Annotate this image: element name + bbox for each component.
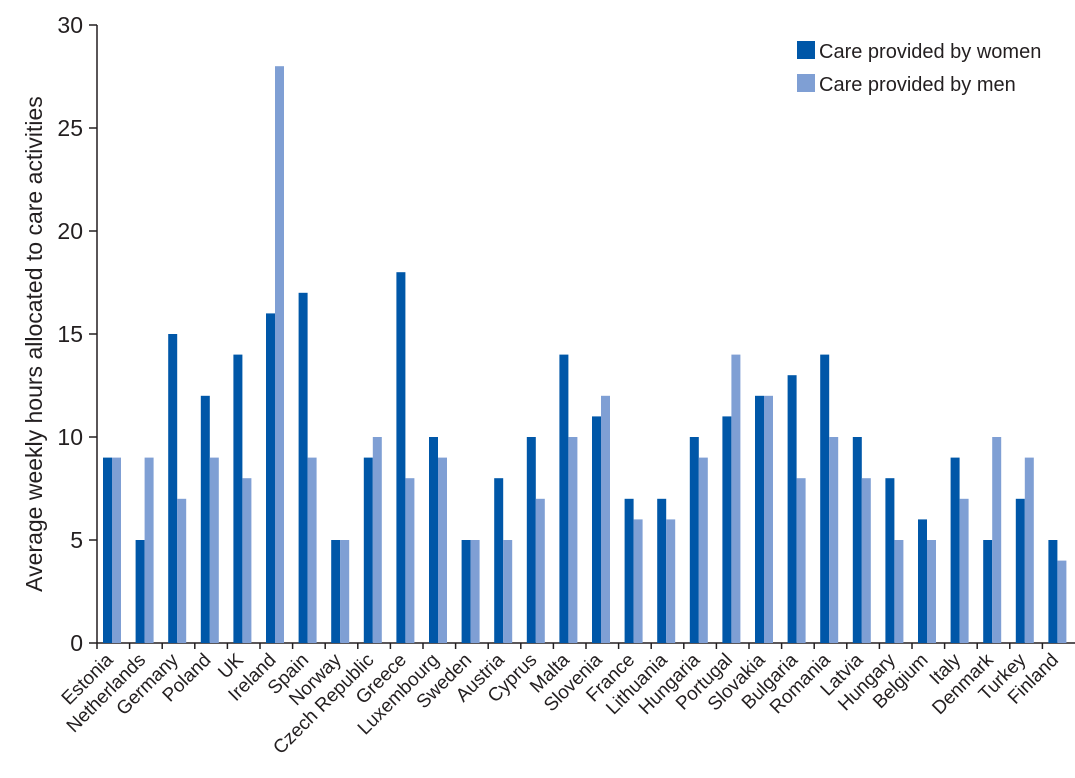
bar-women bbox=[885, 478, 895, 643]
bar-women bbox=[1015, 498, 1025, 643]
bar-women bbox=[526, 437, 536, 643]
bar-men bbox=[666, 519, 676, 643]
legend-label-men: Care provided by men bbox=[819, 74, 1016, 96]
bar-men bbox=[503, 540, 513, 643]
bar-women bbox=[200, 395, 210, 643]
bar-men bbox=[698, 457, 708, 643]
y-tick-label: 20 bbox=[57, 218, 83, 244]
bar-men bbox=[731, 354, 741, 643]
bar-women bbox=[429, 437, 438, 643]
bar-men bbox=[1024, 457, 1034, 643]
bar-women bbox=[135, 540, 145, 643]
bar-men bbox=[535, 498, 545, 643]
y-ticks: 0 5 10 15 20 25 30 bbox=[57, 12, 97, 656]
y-tick-label: 0 bbox=[70, 630, 83, 656]
bar-women bbox=[787, 375, 797, 643]
bar-women bbox=[657, 498, 667, 643]
y-tick-label: 30 bbox=[57, 12, 83, 38]
y-axis: 0 5 10 15 20 25 30 Average weekly hours alloca… bbox=[21, 12, 98, 656]
bar-women bbox=[1048, 540, 1058, 643]
bar-women bbox=[298, 292, 308, 643]
bar-women bbox=[820, 354, 830, 643]
bar-women bbox=[950, 457, 960, 643]
bar-women bbox=[918, 519, 927, 643]
bar-women bbox=[983, 540, 993, 643]
bar-men bbox=[633, 519, 643, 643]
bar-men bbox=[177, 498, 187, 643]
legend: Care provided by women Care provided by m… bbox=[797, 41, 1041, 96]
bar-men bbox=[405, 478, 415, 643]
bar-women bbox=[689, 437, 699, 643]
bar-men bbox=[992, 437, 1002, 643]
y-tick-label: 5 bbox=[70, 527, 83, 553]
bar-men bbox=[275, 66, 284, 643]
bar-women bbox=[852, 437, 862, 643]
bar-men bbox=[144, 457, 154, 643]
y-axis-title: Average weekly hours allocated to care a… bbox=[21, 96, 47, 592]
bar-men bbox=[307, 457, 317, 643]
bar-women bbox=[624, 498, 634, 643]
bar-men bbox=[764, 395, 773, 643]
bar-women bbox=[331, 540, 341, 643]
bar-women bbox=[722, 416, 732, 643]
bar-men bbox=[829, 437, 839, 643]
bar-men bbox=[1057, 560, 1067, 643]
bar-women bbox=[103, 457, 112, 643]
bar-men bbox=[894, 540, 904, 643]
bar-women bbox=[233, 354, 243, 643]
bar-women bbox=[592, 416, 601, 643]
bar-men bbox=[340, 540, 350, 643]
bar-men bbox=[438, 457, 447, 643]
bar-men bbox=[927, 540, 936, 643]
bar-women bbox=[168, 334, 178, 643]
bar-women bbox=[494, 478, 504, 643]
bar-women bbox=[755, 395, 764, 643]
bar-women bbox=[461, 540, 471, 643]
bar-men bbox=[372, 437, 382, 643]
bar-men bbox=[796, 478, 806, 643]
bar-women bbox=[363, 457, 373, 643]
legend-swatch-women bbox=[797, 41, 815, 59]
bars bbox=[103, 66, 1067, 643]
bar-men bbox=[470, 540, 480, 643]
bar-men bbox=[959, 498, 969, 643]
bar-women bbox=[396, 272, 406, 643]
bar-men bbox=[568, 437, 578, 643]
legend-label-women: Care provided by women bbox=[819, 41, 1041, 63]
y-tick-label: 25 bbox=[57, 115, 83, 141]
legend-swatch-men bbox=[797, 74, 815, 92]
bar-men bbox=[209, 457, 219, 643]
bar-women bbox=[266, 313, 275, 643]
bar-men bbox=[242, 478, 252, 643]
bar-men bbox=[601, 395, 610, 643]
bar-men bbox=[112, 457, 121, 643]
bar-women bbox=[559, 354, 569, 643]
y-tick-label: 15 bbox=[57, 321, 83, 347]
bar-men bbox=[861, 478, 871, 643]
y-tick-label: 10 bbox=[57, 424, 83, 450]
